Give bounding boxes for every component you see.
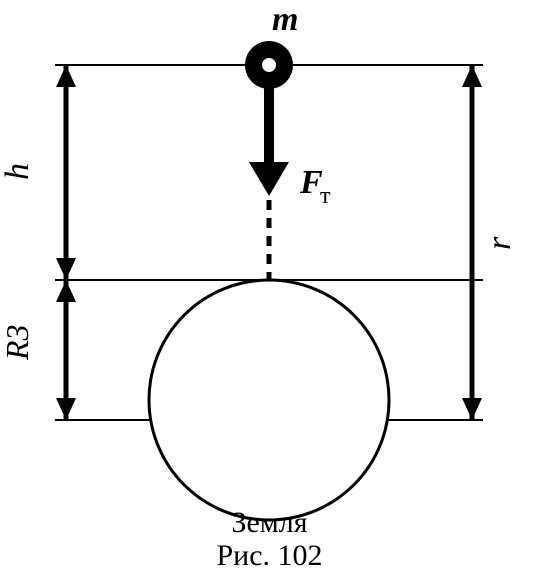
caption-figure: Рис. 102 xyxy=(0,539,539,572)
diagram-stage: mFтhR3r Земля Рис. 102 xyxy=(0,0,539,573)
svg-text:m: m xyxy=(272,1,298,38)
physics-diagram: mFтhR3r xyxy=(0,0,539,573)
svg-text:h: h xyxy=(0,163,36,180)
svg-text:R3: R3 xyxy=(0,324,35,361)
svg-text:r: r xyxy=(481,236,518,250)
caption-earth: Земля xyxy=(0,506,539,539)
svg-text:т: т xyxy=(320,183,331,209)
caption: Земля Рис. 102 xyxy=(0,506,539,572)
